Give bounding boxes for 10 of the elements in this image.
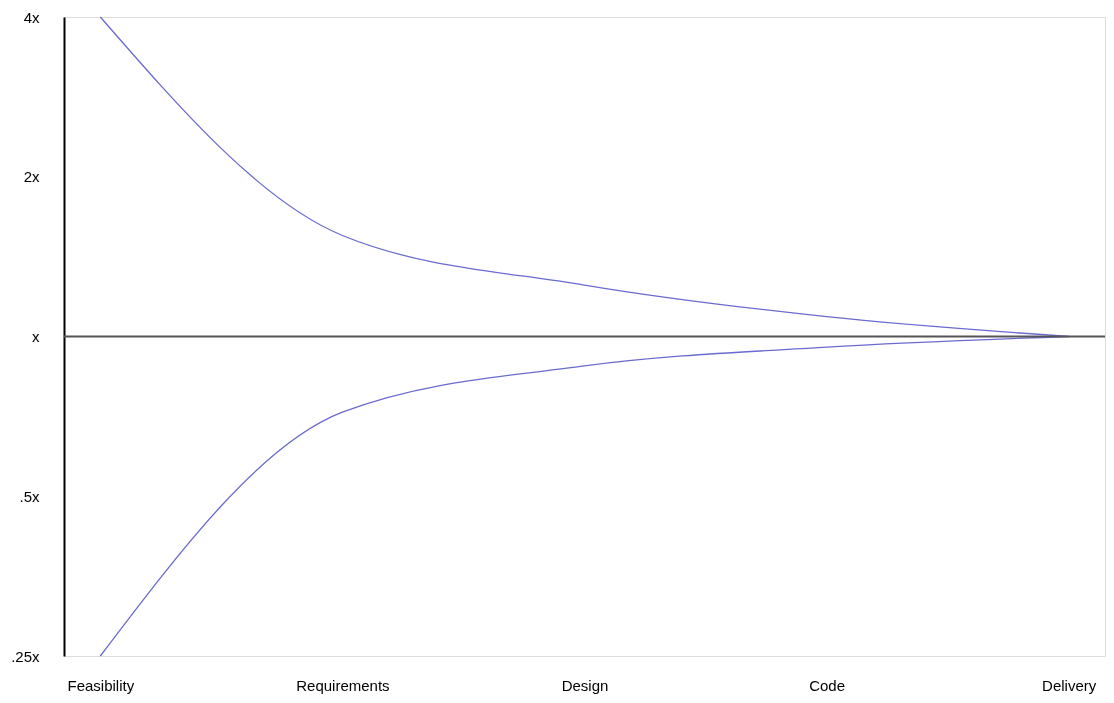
y-tick-label: 2x	[23, 168, 40, 186]
x-tick-label: Requirements	[296, 676, 390, 694]
x-tick-label: Feasibility	[67, 676, 135, 694]
x-tick-label: Delivery	[1042, 676, 1097, 694]
y-tick-label: .5x	[19, 487, 40, 505]
x-tick-label: Code	[809, 676, 846, 694]
y-tick-label: .25x	[11, 647, 40, 665]
y-tick-label: 4x	[23, 8, 40, 26]
x-tick-label: Design	[561, 676, 609, 694]
y-tick-label: x	[32, 328, 40, 345]
